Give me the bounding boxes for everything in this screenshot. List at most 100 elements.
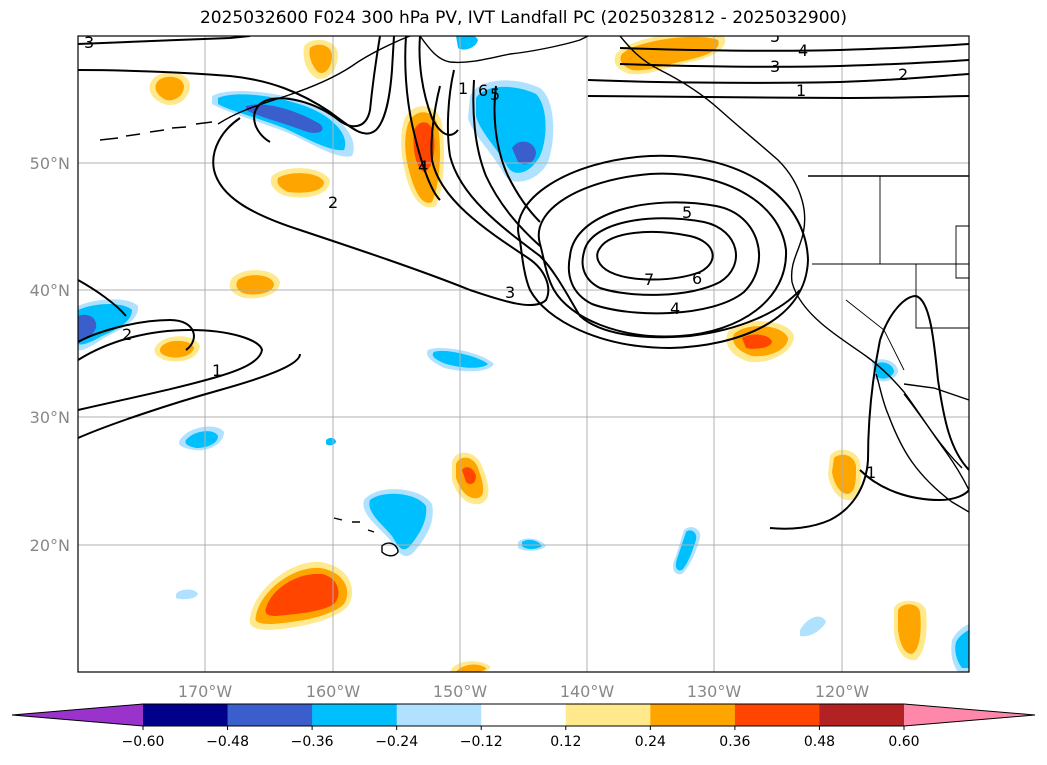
colorbar-tick-label: −0.24 <box>375 734 418 750</box>
contour-west-edge <box>78 279 127 317</box>
longitude-tick-labels: 170°W 160°W 150°W 140°W 130°W 120°W <box>178 682 870 701</box>
colorbar-segment <box>481 704 567 726</box>
anomaly-negative-117w-33n-core <box>876 362 894 379</box>
contour-label: 5 <box>770 27 780 46</box>
contour-label: 5 <box>490 85 500 104</box>
lat-tick-label: 50°N <box>30 154 70 173</box>
contour-label: 1 <box>866 463 876 482</box>
contour-low-2 <box>581 217 737 296</box>
anomaly-negative-far-west-max <box>78 314 97 341</box>
contour-se-1c <box>859 469 969 502</box>
contour-label: 5 <box>682 203 692 222</box>
coast-baja <box>875 373 969 513</box>
lon-tick-label: 140°W <box>560 682 615 701</box>
contour-ridge-5 <box>418 36 459 136</box>
lat-tick-label: 20°N <box>30 536 70 555</box>
colorbar-tick-label: −0.36 <box>291 734 334 750</box>
lat-tick-label: 30°N <box>30 408 70 427</box>
contour-west-2 <box>78 318 195 351</box>
contour-north-1 <box>587 95 969 100</box>
lon-tick-label: 120°W <box>815 682 870 701</box>
latitude-tick-labels: 50°N 40°N 30°N 20°N <box>30 154 70 555</box>
contour-label: 4 <box>418 157 428 176</box>
contour-ridge-1 <box>78 36 251 45</box>
colorbar-segment <box>650 704 736 726</box>
anomaly-positive-163w-15n-max <box>265 573 339 616</box>
anomaly-positive-115w-13n-core <box>898 604 921 654</box>
colorbar: −0.60 −0.48 −0.36 −0.24 −0.12 0.12 0.24 0.36 0.4… <box>11 703 1036 750</box>
colorbar-segment <box>565 704 651 726</box>
anomaly-negative-gulf-alaska-max <box>512 141 536 165</box>
anomaly-positive-bottom-center-core <box>456 664 486 672</box>
pv-contours <box>78 36 969 530</box>
contour-label: 1 <box>458 79 468 98</box>
contour-ridge-2 <box>78 36 395 135</box>
anomaly-negative-143w-20n-core <box>522 539 542 549</box>
contour-label: 2 <box>328 193 338 212</box>
colorbar-tick-label: −0.48 <box>206 734 249 750</box>
anomaly-positive-162w-core <box>277 173 324 193</box>
contour-label: 6 <box>478 81 488 100</box>
lat-tick-label: 40°N <box>30 281 70 300</box>
colorbar-segment <box>312 704 398 726</box>
colorbar-segment <box>143 704 229 726</box>
contour-se-1b <box>769 339 881 530</box>
colorbar-segment <box>734 704 820 726</box>
colorbar-segment <box>819 704 905 726</box>
contour-west-1b <box>78 353 301 439</box>
anomaly-negative-hawaii-core <box>369 493 427 550</box>
anomaly-negative-121w-13n <box>800 616 826 637</box>
contour-low-3 <box>567 201 760 315</box>
shading-layer <box>78 36 969 672</box>
coast-hawaii <box>333 517 399 557</box>
contour-label: 1 <box>212 361 222 380</box>
anomaly-negative-172w-16n <box>176 589 198 600</box>
colorbar-extend-max <box>904 704 1035 726</box>
coast-aleutians <box>99 121 213 141</box>
contour-trough-3 <box>472 79 541 247</box>
gridlines <box>78 36 969 672</box>
contour-label: 3 <box>505 283 515 302</box>
plot-frame <box>77 35 970 673</box>
anomaly-negative-132w-20n-core <box>675 530 697 571</box>
anomaly-positive-gulf-west-max <box>413 122 435 172</box>
contour-north-3 <box>619 59 969 68</box>
contour-se-1 <box>879 294 969 471</box>
contour-label: 3 <box>84 33 94 52</box>
anomaly-positive-151w-25n-max <box>462 467 476 484</box>
contour-ridge-4 <box>404 36 441 201</box>
contour-north-4 <box>619 43 969 52</box>
contour-trough-2 <box>446 69 801 339</box>
anomaly-positive-far-west-core <box>155 76 184 101</box>
coast-gulf-california <box>903 393 963 469</box>
contour-north-2 <box>587 73 969 84</box>
contour-label: 2 <box>898 65 908 84</box>
contour-low-5 <box>517 154 810 350</box>
contour-label: 7 <box>644 270 654 289</box>
colorbar-tick-label: 0.48 <box>804 734 835 750</box>
anomaly-negative-bottom-right-core <box>955 630 969 668</box>
contour-trough-1 <box>212 85 550 307</box>
anomaly-negative-bering-max <box>246 104 323 133</box>
map-title: 2025032600 F024 300 hPa PV, IVT Landfall… <box>199 8 847 28</box>
contour-label: 6 <box>692 269 702 288</box>
contour-label: 2 <box>122 325 132 344</box>
anomaly-positive-127w-max <box>742 334 772 349</box>
coast-alaska-south <box>419 36 589 64</box>
lon-tick-label: 130°W <box>687 682 742 701</box>
anomaly-positive-top-center-core <box>309 44 332 74</box>
colorbar-tick-label: 0.36 <box>719 734 750 750</box>
colorbar-extend-min <box>12 704 143 726</box>
map-plot-area: 3 4 5 3 2 1 6 5 2 5 6 7 4 3 2 1 4 1 1 <box>78 27 969 672</box>
contour-west-1 <box>78 328 264 411</box>
contour-labels: 3 4 5 3 2 1 6 5 2 5 6 7 4 3 2 1 4 1 1 <box>84 27 908 482</box>
contour-ridge-3 <box>253 36 381 143</box>
lon-tick-label: 150°W <box>433 682 488 701</box>
anomaly-negative-top-small <box>456 36 478 50</box>
contour-low-4 <box>537 172 788 338</box>
anomaly-positive-175w-core <box>159 340 194 358</box>
anomaly-negative-172w-29n-core <box>185 431 218 448</box>
contour-label: 3 <box>770 57 780 76</box>
contour-trough-4 <box>493 85 541 223</box>
